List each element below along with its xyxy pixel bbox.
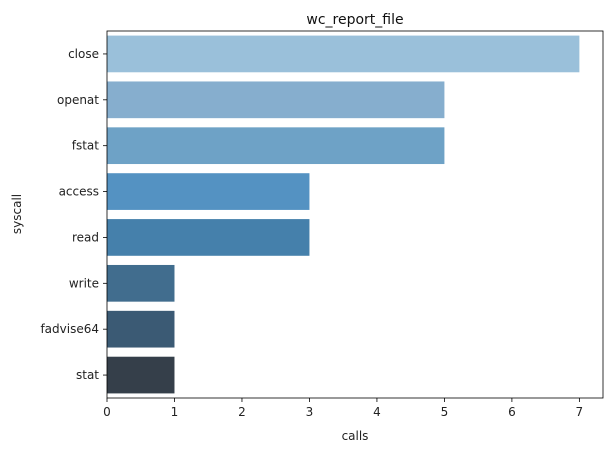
x-axis-ticks: 0 1 2 3 4 5 6 7 — [103, 398, 583, 419]
x-axis-label: calls — [342, 429, 369, 443]
bar-openat — [107, 81, 445, 119]
y-tick-label: read — [72, 230, 99, 244]
y-tick-label: fstat — [72, 139, 100, 153]
bar-read — [107, 219, 310, 256]
bar-fadvise64 — [107, 310, 175, 348]
bar-close — [107, 35, 580, 73]
y-tick-label: fadvise64 — [40, 322, 99, 336]
x-tick-label: 1 — [171, 405, 179, 419]
x-tick-label: 3 — [306, 405, 314, 419]
bar-write — [107, 264, 175, 302]
bar-stat — [107, 356, 175, 394]
y-tick-label: close — [68, 47, 99, 61]
bar-fstat — [107, 127, 445, 165]
bar-access — [107, 173, 310, 210]
y-tick-label: write — [69, 276, 99, 290]
x-tick-label: 5 — [441, 405, 449, 419]
plot-frame — [106, 30, 604, 399]
y-tick-label: openat — [57, 93, 99, 107]
y-tick-label: access — [59, 185, 99, 199]
y-tick-label: stat — [76, 368, 99, 382]
bars-group — [107, 35, 580, 394]
x-tick-label: 2 — [238, 405, 246, 419]
x-tick-label: 0 — [103, 405, 111, 419]
chart-title: wc_report_file — [306, 12, 403, 28]
x-tick-label: 6 — [508, 405, 516, 419]
y-axis-label: syscall — [10, 194, 24, 234]
y-axis-ticks: close openat fstat access read write fadvise64… — [40, 47, 107, 382]
x-tick-label: 4 — [373, 405, 381, 419]
x-tick-label: 7 — [576, 405, 584, 419]
